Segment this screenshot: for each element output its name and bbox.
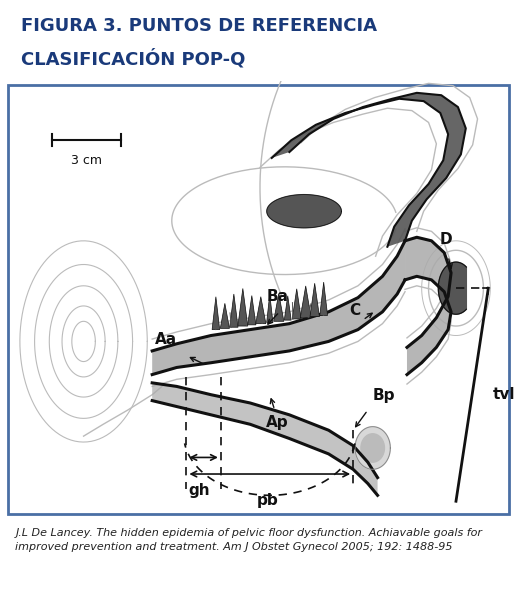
FancyBboxPatch shape — [8, 85, 509, 514]
Polygon shape — [310, 283, 320, 317]
Text: gh: gh — [189, 484, 210, 499]
Polygon shape — [212, 297, 220, 329]
Polygon shape — [248, 296, 256, 325]
Polygon shape — [284, 296, 291, 320]
Text: J.L De Lancey. The hidden epidemia of pelvic floor dysfunction. Achiavable goals: J.L De Lancey. The hidden epidemia of pe… — [16, 528, 482, 552]
Polygon shape — [292, 289, 301, 319]
Text: 3 cm: 3 cm — [71, 154, 102, 167]
Polygon shape — [272, 93, 466, 247]
Polygon shape — [274, 293, 284, 322]
Text: D: D — [440, 232, 453, 247]
Text: FIGURA 3. PUNTOS DE REFERENCIA: FIGURA 3. PUNTOS DE REFERENCIA — [21, 17, 377, 35]
Text: Ba: Ba — [267, 289, 289, 304]
Circle shape — [361, 434, 384, 462]
Circle shape — [355, 427, 391, 469]
Text: CLASIFICACIÓN POP-Q: CLASIFICACIÓN POP-Q — [21, 49, 245, 68]
Text: Aa: Aa — [154, 332, 177, 347]
Polygon shape — [152, 383, 378, 496]
Polygon shape — [405, 237, 451, 374]
Text: Bp: Bp — [372, 388, 395, 403]
Text: C: C — [349, 303, 360, 318]
Polygon shape — [229, 294, 238, 327]
Polygon shape — [300, 286, 311, 318]
Text: tvl: tvl — [493, 387, 516, 402]
Polygon shape — [267, 294, 273, 322]
Polygon shape — [238, 289, 248, 326]
Circle shape — [367, 441, 379, 455]
Polygon shape — [152, 241, 405, 374]
Polygon shape — [256, 296, 266, 323]
Polygon shape — [267, 194, 341, 228]
Text: Ap: Ap — [266, 415, 289, 430]
Polygon shape — [320, 282, 327, 316]
Text: pb: pb — [257, 493, 279, 508]
Polygon shape — [220, 304, 229, 328]
Polygon shape — [438, 262, 466, 314]
